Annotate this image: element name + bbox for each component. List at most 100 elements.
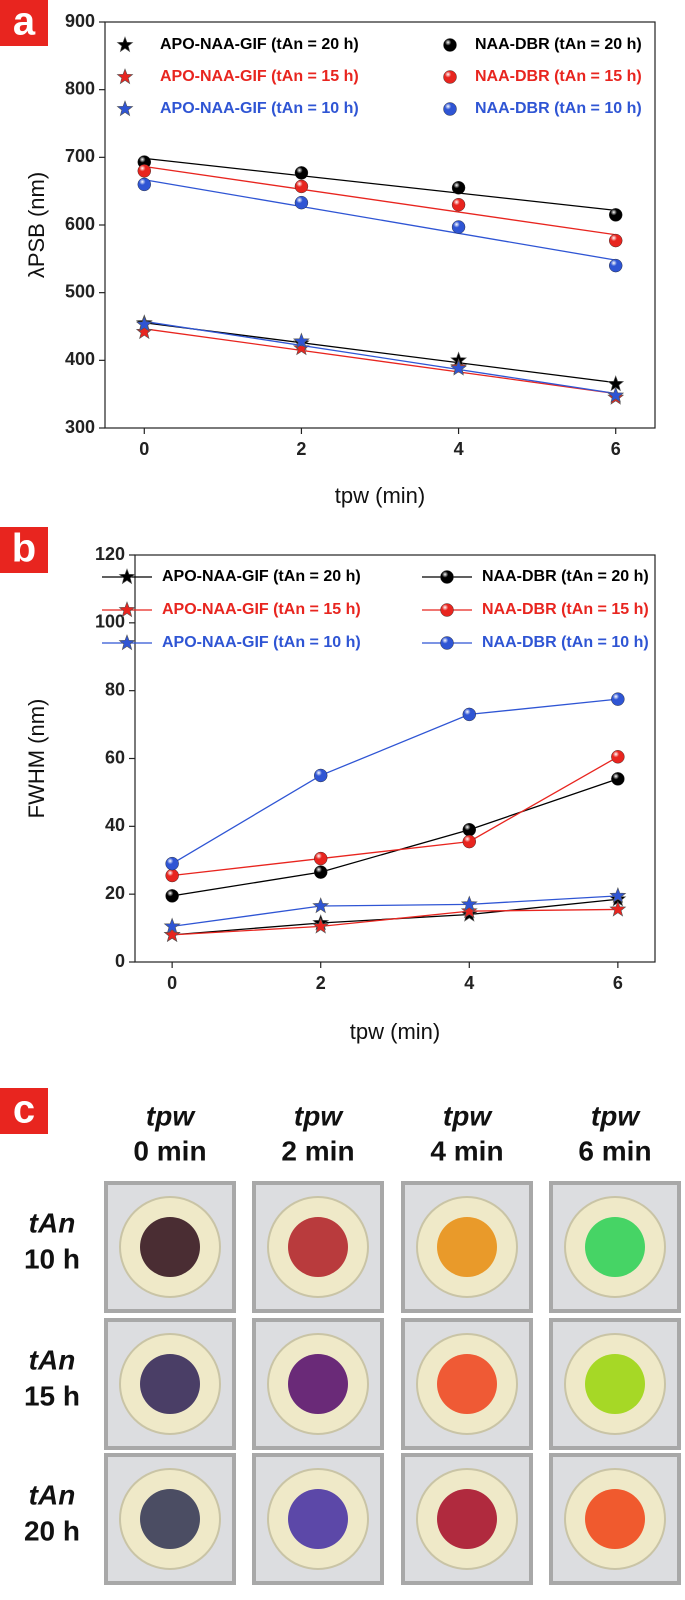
- fit-line: [144, 165, 616, 236]
- star-marker: [135, 315, 153, 332]
- series-line: [171, 698, 618, 865]
- star-marker: [118, 601, 136, 618]
- column-label: 0 min: [133, 1135, 206, 1166]
- sphere-marker: [137, 177, 151, 192]
- legend-label: APO-NAA-GIF (tAn = 20 h): [160, 36, 359, 53]
- y-tick-label: 700: [65, 146, 95, 166]
- sphere-marker: [294, 179, 309, 194]
- star-marker: [116, 100, 134, 117]
- star-marker: [292, 332, 310, 349]
- star-marker: [116, 68, 134, 85]
- sphere-marker: [137, 164, 151, 178]
- fit-line: [144, 157, 616, 212]
- panel-label: b: [12, 527, 36, 571]
- y-tick-label: 300: [65, 417, 95, 437]
- x-tick-label: 4: [454, 439, 464, 459]
- sphere-marker: [165, 889, 179, 903]
- sphere-marker: [451, 220, 466, 234]
- y-tick-label: 600: [65, 214, 95, 234]
- x-axis-title: tpw (min): [350, 1019, 440, 1044]
- sphere-marker: [294, 166, 309, 180]
- panel-label-box: [0, 1088, 48, 1134]
- star-marker: [312, 897, 330, 914]
- column-var: tpw: [146, 1100, 196, 1131]
- star-marker: [609, 900, 627, 917]
- star-marker: [460, 902, 478, 919]
- star-marker: [118, 634, 136, 651]
- column-label: 2 min: [281, 1135, 354, 1166]
- legend-label: NAA-DBR (tAn = 10 h): [482, 634, 649, 651]
- x-tick-label: 4: [464, 973, 474, 993]
- panel-label-box: [0, 527, 48, 573]
- star-marker: [163, 926, 181, 942]
- star-marker: [607, 386, 625, 403]
- star-marker: [460, 895, 478, 912]
- sphere-marker: [314, 768, 328, 783]
- sphere-marker: [443, 70, 457, 84]
- y-tick-label: 80: [105, 679, 125, 699]
- column-var: tpw: [443, 1100, 493, 1131]
- sphere-marker: [451, 197, 466, 212]
- sphere-marker: [294, 195, 309, 210]
- y-axis-title: FWHM (nm): [24, 699, 49, 819]
- photo-dish: [585, 1217, 645, 1277]
- sphere-marker: [611, 692, 625, 706]
- fit-line: [144, 322, 616, 384]
- x-tick-label: 0: [139, 439, 149, 459]
- photo-dish: [288, 1489, 348, 1549]
- photo-dish: [140, 1354, 200, 1414]
- sphere-marker: [440, 570, 454, 584]
- photo-dish: [140, 1217, 200, 1277]
- row-label: 10 h: [24, 1243, 80, 1274]
- fit-line: [144, 320, 616, 395]
- star-marker: [163, 917, 181, 934]
- y-tick-label: 20: [105, 883, 125, 903]
- sphere-marker: [314, 851, 328, 866]
- legend-label: NAA-DBR (tAn = 20 h): [475, 36, 642, 53]
- y-tick-label: 800: [65, 78, 95, 98]
- panel-label: a: [13, 0, 36, 44]
- y-tick-label: 500: [65, 281, 95, 301]
- series-line: [172, 908, 618, 936]
- sphere-marker: [609, 208, 623, 222]
- x-tick-label: 6: [611, 439, 621, 459]
- y-tick-label: 120: [95, 544, 125, 564]
- star-marker: [135, 323, 153, 340]
- column-var: tpw: [294, 1100, 344, 1131]
- sphere-marker: [462, 834, 476, 849]
- star-marker: [312, 917, 330, 934]
- sphere-marker: [462, 707, 476, 722]
- x-tick-label: 6: [613, 973, 623, 993]
- x-axis-title: tpw (min): [335, 483, 425, 508]
- photo-dish: [437, 1354, 497, 1414]
- legend-label: APO-NAA-GIF (tAn = 10 h): [162, 634, 361, 651]
- legend-label: NAA-DBR (tAn = 10 h): [475, 100, 642, 117]
- legend-label: APO-NAA-GIF (tAn = 15 h): [160, 68, 359, 85]
- x-tick-label: 2: [316, 973, 326, 993]
- sphere-marker: [609, 233, 623, 248]
- photo-dish: [140, 1489, 200, 1549]
- sphere-marker: [451, 181, 466, 195]
- sphere-marker: [443, 38, 457, 52]
- star-marker: [118, 568, 136, 585]
- star-marker: [116, 36, 134, 53]
- sphere-marker: [611, 750, 625, 764]
- star-marker: [450, 359, 468, 376]
- sphere-marker: [165, 856, 179, 871]
- column-label: 4 min: [430, 1135, 503, 1166]
- legend-label: APO-NAA-GIF (tAn = 15 h): [162, 601, 361, 618]
- y-tick-label: 900: [65, 11, 95, 31]
- column-var: tpw: [591, 1100, 641, 1131]
- y-tick-label: 100: [95, 612, 125, 632]
- legend-label: NAA-DBR (tAn = 15 h): [482, 601, 649, 618]
- star-marker: [609, 887, 627, 903]
- y-tick-label: 60: [105, 747, 125, 767]
- y-tick-label: 400: [65, 349, 95, 369]
- panel-label-box: [0, 0, 48, 46]
- photo-dish: [585, 1354, 645, 1414]
- photo-dish: [437, 1489, 497, 1549]
- sphere-marker: [443, 102, 457, 116]
- series-line: [172, 895, 618, 928]
- legend-label: NAA-DBR (tAn = 20 h): [482, 568, 649, 585]
